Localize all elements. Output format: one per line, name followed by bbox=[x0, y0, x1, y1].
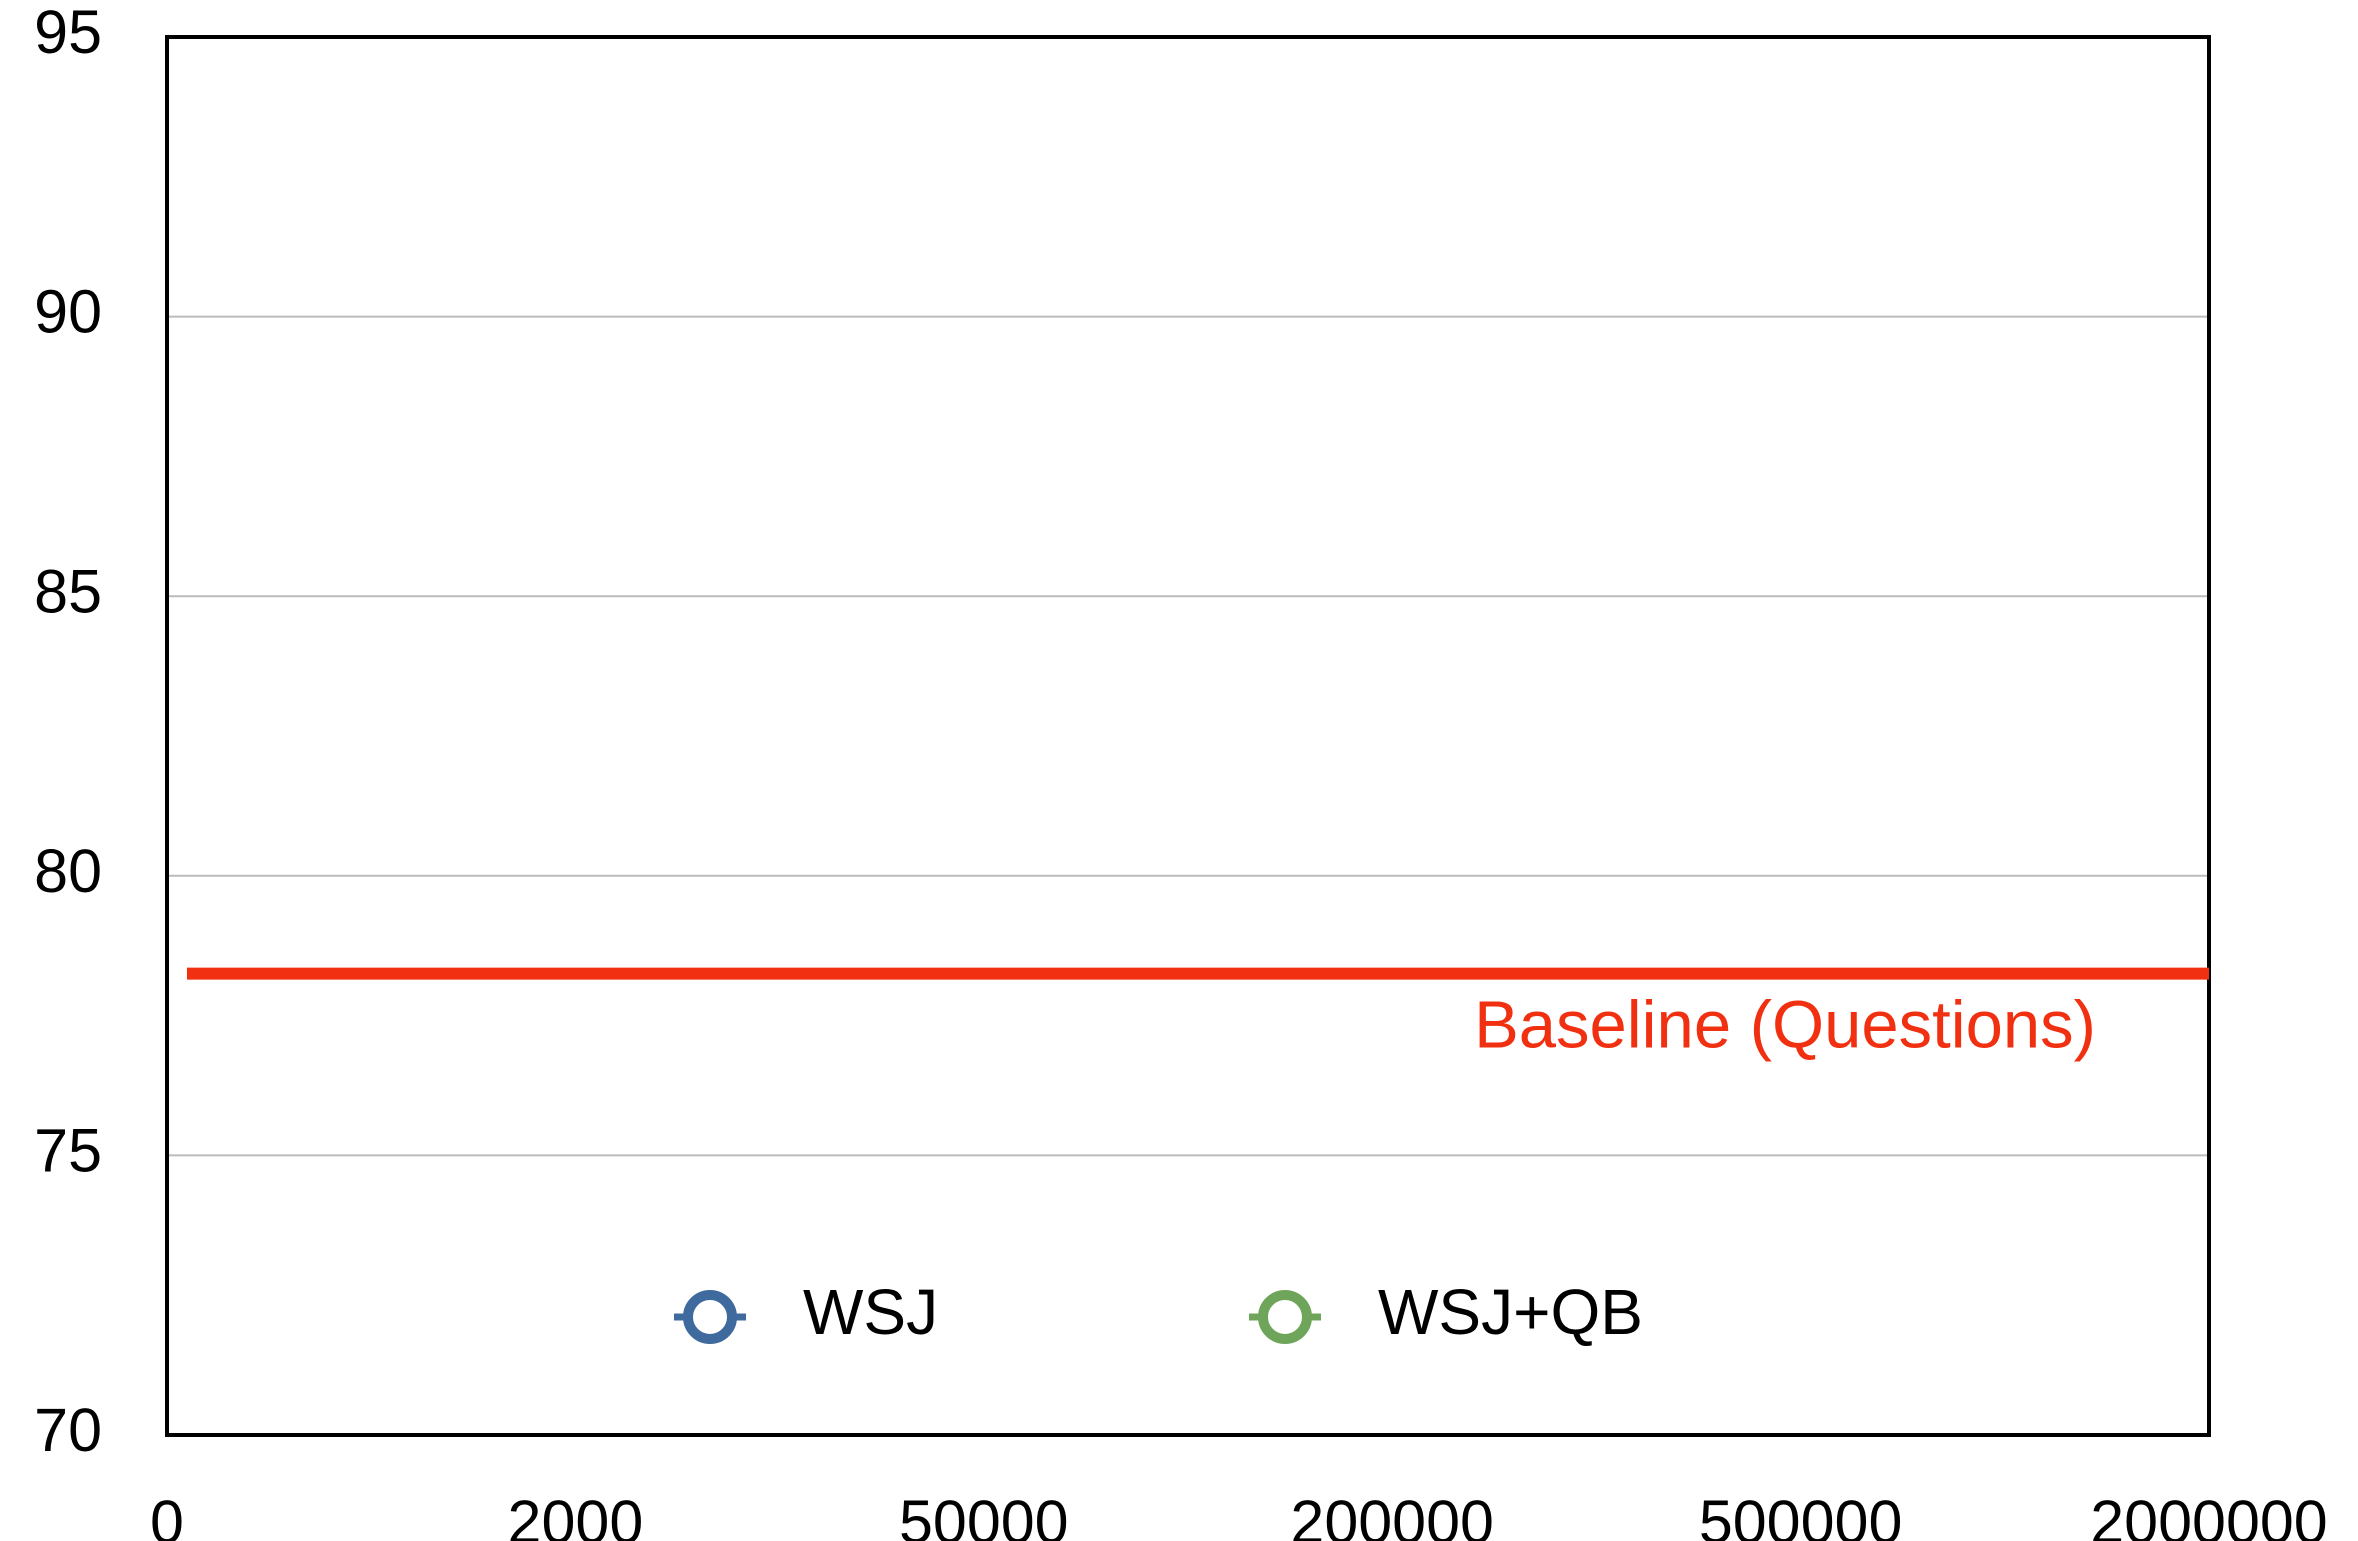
plot-frame bbox=[165, 35, 2211, 1437]
legend-label: WSJ+QB bbox=[1378, 1276, 1643, 1348]
y-tick-label: 80 bbox=[34, 837, 102, 905]
y-tick-label: 70 bbox=[34, 1396, 102, 1464]
y-tick-label: 85 bbox=[34, 557, 102, 625]
legend-label: WSJ bbox=[803, 1276, 938, 1348]
x-tick-label: 0 bbox=[150, 1488, 184, 1541]
legend-marker bbox=[683, 1290, 737, 1344]
x-tick-label: 50000 bbox=[899, 1488, 1069, 1541]
legend-marker bbox=[1258, 1290, 1312, 1344]
x-tick-label: 500000 bbox=[1699, 1488, 1903, 1541]
x-tick-label: 200000 bbox=[1290, 1488, 1494, 1541]
y-tick-label: 75 bbox=[34, 1117, 102, 1185]
y-tick-label: 95 bbox=[34, 0, 102, 66]
y-tick-label: 90 bbox=[34, 278, 102, 346]
baseline-label: Baseline (Questions) bbox=[1474, 988, 2096, 1063]
x-tick-label: 2000 bbox=[508, 1488, 644, 1541]
x-tick-label: 2000000 bbox=[2090, 1488, 2327, 1541]
